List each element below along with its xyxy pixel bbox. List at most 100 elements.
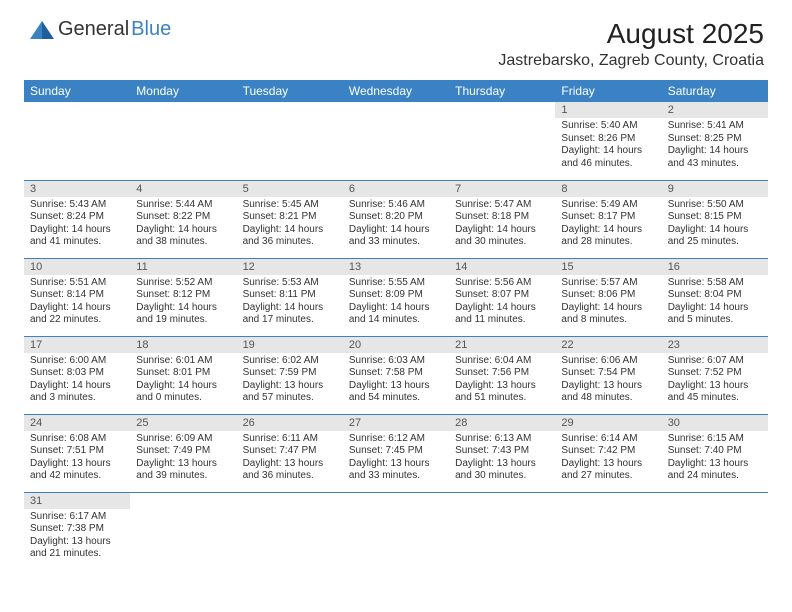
- sunrise-text: Sunrise: 6:01 AM: [136, 355, 230, 368]
- day-number: 4: [130, 181, 236, 197]
- calendar-table: Sunday Monday Tuesday Wednesday Thursday…: [24, 80, 768, 570]
- sunset-text: Sunset: 7:49 PM: [136, 445, 230, 458]
- daylight-text: and 46 minutes.: [561, 158, 655, 171]
- sunrise-text: Sunrise: 5:46 AM: [349, 199, 443, 212]
- daylight-text: Daylight: 13 hours: [136, 458, 230, 471]
- calendar-week-row: 10Sunrise: 5:51 AMSunset: 8:14 PMDayligh…: [24, 258, 768, 336]
- sunset-text: Sunset: 8:15 PM: [668, 211, 762, 224]
- daylight-text: Daylight: 13 hours: [455, 380, 549, 393]
- daylight-text: Daylight: 14 hours: [668, 224, 762, 237]
- day-header: Thursday: [449, 80, 555, 102]
- sunrise-text: Sunrise: 5:53 AM: [243, 277, 337, 290]
- day-body: Sunrise: 5:47 AMSunset: 8:18 PMDaylight:…: [449, 197, 555, 253]
- day-body: Sunrise: 5:52 AMSunset: 8:12 PMDaylight:…: [130, 275, 236, 331]
- logo-text-blue: Blue: [131, 18, 171, 41]
- day-number: 2: [662, 102, 768, 118]
- daylight-text: Daylight: 13 hours: [349, 380, 443, 393]
- daylight-text: Daylight: 14 hours: [561, 302, 655, 315]
- calendar-cell: 17Sunrise: 6:00 AMSunset: 8:03 PMDayligh…: [24, 336, 130, 414]
- day-body: Sunrise: 6:15 AMSunset: 7:40 PMDaylight:…: [662, 431, 768, 487]
- day-body: Sunrise: 6:17 AMSunset: 7:38 PMDaylight:…: [24, 509, 130, 565]
- sunset-text: Sunset: 7:56 PM: [455, 367, 549, 380]
- daylight-text: Daylight: 13 hours: [455, 458, 549, 471]
- daylight-text: and 21 minutes.: [30, 548, 124, 561]
- sunset-text: Sunset: 8:25 PM: [668, 133, 762, 146]
- calendar-cell: [343, 492, 449, 570]
- sunset-text: Sunset: 8:01 PM: [136, 367, 230, 380]
- sunset-text: Sunset: 8:04 PM: [668, 289, 762, 302]
- sunset-text: Sunset: 8:03 PM: [30, 367, 124, 380]
- calendar-week-row: 3Sunrise: 5:43 AMSunset: 8:24 PMDaylight…: [24, 180, 768, 258]
- sunrise-text: Sunrise: 6:14 AM: [561, 433, 655, 446]
- daylight-text: Daylight: 13 hours: [243, 458, 337, 471]
- day-number: 14: [449, 259, 555, 275]
- calendar-cell: 21Sunrise: 6:04 AMSunset: 7:56 PMDayligh…: [449, 336, 555, 414]
- daylight-text: and 33 minutes.: [349, 236, 443, 249]
- calendar-cell: [130, 102, 236, 180]
- daylight-text: Daylight: 14 hours: [243, 302, 337, 315]
- calendar-week-row: 17Sunrise: 6:00 AMSunset: 8:03 PMDayligh…: [24, 336, 768, 414]
- logo-text-general: General: [58, 18, 129, 41]
- calendar-cell: [449, 102, 555, 180]
- logo: GeneralBlue: [28, 18, 171, 41]
- calendar-week-row: 31Sunrise: 6:17 AMSunset: 7:38 PMDayligh…: [24, 492, 768, 570]
- day-body: Sunrise: 6:04 AMSunset: 7:56 PMDaylight:…: [449, 353, 555, 409]
- day-number: 10: [24, 259, 130, 275]
- calendar-cell: 28Sunrise: 6:13 AMSunset: 7:43 PMDayligh…: [449, 414, 555, 492]
- daylight-text: and 30 minutes.: [455, 236, 549, 249]
- sunset-text: Sunset: 7:52 PM: [668, 367, 762, 380]
- day-number: 16: [662, 259, 768, 275]
- calendar-cell: 12Sunrise: 5:53 AMSunset: 8:11 PMDayligh…: [237, 258, 343, 336]
- day-body: Sunrise: 6:08 AMSunset: 7:51 PMDaylight:…: [24, 431, 130, 487]
- daylight-text: Daylight: 13 hours: [561, 380, 655, 393]
- daylight-text: and 42 minutes.: [30, 470, 124, 483]
- day-body: Sunrise: 6:14 AMSunset: 7:42 PMDaylight:…: [555, 431, 661, 487]
- calendar-cell: 11Sunrise: 5:52 AMSunset: 8:12 PMDayligh…: [130, 258, 236, 336]
- daylight-text: and 11 minutes.: [455, 314, 549, 327]
- sunrise-text: Sunrise: 6:03 AM: [349, 355, 443, 368]
- sunrise-text: Sunrise: 6:09 AM: [136, 433, 230, 446]
- sunrise-text: Sunrise: 5:50 AM: [668, 199, 762, 212]
- day-body: Sunrise: 5:43 AMSunset: 8:24 PMDaylight:…: [24, 197, 130, 253]
- day-number: 20: [343, 337, 449, 353]
- day-body: Sunrise: 5:45 AMSunset: 8:21 PMDaylight:…: [237, 197, 343, 253]
- day-number: 18: [130, 337, 236, 353]
- calendar-cell: 16Sunrise: 5:58 AMSunset: 8:04 PMDayligh…: [662, 258, 768, 336]
- calendar-cell: [343, 102, 449, 180]
- calendar-cell: 24Sunrise: 6:08 AMSunset: 7:51 PMDayligh…: [24, 414, 130, 492]
- day-body: Sunrise: 5:57 AMSunset: 8:06 PMDaylight:…: [555, 275, 661, 331]
- daylight-text: Daylight: 14 hours: [30, 224, 124, 237]
- sunset-text: Sunset: 7:59 PM: [243, 367, 337, 380]
- daylight-text: and 8 minutes.: [561, 314, 655, 327]
- day-number: 30: [662, 415, 768, 431]
- day-number: 31: [24, 493, 130, 509]
- daylight-text: and 36 minutes.: [243, 470, 337, 483]
- day-number: 1: [555, 102, 661, 118]
- daylight-text: and 33 minutes.: [349, 470, 443, 483]
- daylight-text: Daylight: 14 hours: [668, 302, 762, 315]
- daylight-text: and 24 minutes.: [668, 470, 762, 483]
- daylight-text: Daylight: 14 hours: [136, 380, 230, 393]
- daylight-text: Daylight: 14 hours: [243, 224, 337, 237]
- daylight-text: Daylight: 13 hours: [243, 380, 337, 393]
- calendar-cell: 9Sunrise: 5:50 AMSunset: 8:15 PMDaylight…: [662, 180, 768, 258]
- title-block: August 2025 Jastrebarsko, Zagreb County,…: [498, 18, 764, 70]
- day-number: 6: [343, 181, 449, 197]
- day-header: Tuesday: [237, 80, 343, 102]
- day-number: 26: [237, 415, 343, 431]
- day-body: Sunrise: 6:03 AMSunset: 7:58 PMDaylight:…: [343, 353, 449, 409]
- sunrise-text: Sunrise: 5:55 AM: [349, 277, 443, 290]
- calendar-cell: 25Sunrise: 6:09 AMSunset: 7:49 PMDayligh…: [130, 414, 236, 492]
- sunset-text: Sunset: 8:22 PM: [136, 211, 230, 224]
- day-body: Sunrise: 6:09 AMSunset: 7:49 PMDaylight:…: [130, 431, 236, 487]
- daylight-text: and 48 minutes.: [561, 392, 655, 405]
- daylight-text: and 14 minutes.: [349, 314, 443, 327]
- day-number: 25: [130, 415, 236, 431]
- day-number: 7: [449, 181, 555, 197]
- daylight-text: Daylight: 14 hours: [136, 224, 230, 237]
- day-body: Sunrise: 5:46 AMSunset: 8:20 PMDaylight:…: [343, 197, 449, 253]
- day-body: Sunrise: 6:07 AMSunset: 7:52 PMDaylight:…: [662, 353, 768, 409]
- day-number: 3: [24, 181, 130, 197]
- sunrise-text: Sunrise: 6:12 AM: [349, 433, 443, 446]
- calendar-cell: 19Sunrise: 6:02 AMSunset: 7:59 PMDayligh…: [237, 336, 343, 414]
